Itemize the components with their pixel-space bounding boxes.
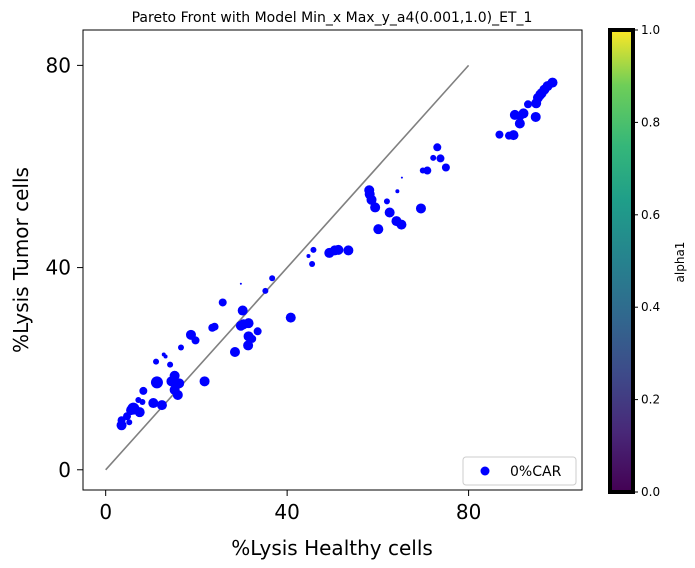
chart-title: Pareto Front with Model Min_x Max_y_a4(0… xyxy=(132,10,533,26)
y-tick-label: 80 xyxy=(46,53,71,77)
data-point xyxy=(239,282,242,285)
data-point xyxy=(167,361,174,368)
data-point xyxy=(123,412,132,421)
data-point xyxy=(514,118,525,129)
colorbar xyxy=(608,28,635,494)
data-point xyxy=(235,320,246,331)
x-tick-label: 0 xyxy=(99,500,112,524)
x-axis: 0 40 80 xyxy=(99,490,481,524)
legend-marker xyxy=(480,466,490,476)
y-tick-label: 0 xyxy=(58,458,71,482)
data-point xyxy=(199,376,210,387)
data-point xyxy=(269,275,276,282)
legend-label: 0%CAR xyxy=(510,464,562,480)
data-point xyxy=(530,111,541,122)
data-point xyxy=(436,154,445,163)
data-point xyxy=(415,203,426,214)
data-point xyxy=(373,224,384,235)
data-point xyxy=(430,154,437,161)
y-axis-label: %Lysis Tumor cells xyxy=(9,167,33,353)
colorbar-tick-label: 0.8 xyxy=(641,115,660,129)
data-point xyxy=(139,399,146,406)
data-point xyxy=(169,370,180,381)
x-tick-label: 80 xyxy=(456,500,481,524)
scatter-points xyxy=(116,77,558,431)
data-point xyxy=(253,327,262,336)
data-point xyxy=(384,207,395,218)
data-point xyxy=(508,130,519,141)
data-point xyxy=(169,384,180,395)
x-tick-label: 40 xyxy=(274,500,299,524)
y-tick-label: 40 xyxy=(46,256,71,280)
data-point xyxy=(433,143,442,152)
data-point xyxy=(210,322,219,331)
data-point xyxy=(177,344,184,351)
data-point xyxy=(333,244,344,255)
data-point xyxy=(262,287,269,294)
colorbar-label: alpha1 xyxy=(673,242,687,283)
legend-box xyxy=(462,456,577,486)
plot-area xyxy=(82,29,583,491)
colorbar-ticks: 0.0 0.2 0.4 0.6 0.8 1.0 xyxy=(633,23,660,499)
data-point xyxy=(518,108,529,119)
data-point xyxy=(441,163,450,172)
data-point xyxy=(139,386,148,395)
y-axis: 0 40 80 xyxy=(46,53,83,482)
colorbar-tick-label: 0.0 xyxy=(641,485,660,499)
data-point xyxy=(153,358,160,365)
data-point xyxy=(366,194,377,205)
data-point xyxy=(370,202,381,213)
colorbar-tick-label: 0.2 xyxy=(641,393,660,407)
data-point xyxy=(156,400,167,411)
data-point xyxy=(547,77,558,88)
data-point xyxy=(495,130,504,139)
data-point xyxy=(126,419,133,426)
colorbar-tick-label: 0.6 xyxy=(641,208,660,222)
data-point xyxy=(161,352,166,357)
data-point xyxy=(343,245,354,256)
data-point xyxy=(243,318,254,329)
data-point xyxy=(150,376,163,389)
data-point xyxy=(218,298,227,307)
data-point xyxy=(306,253,311,258)
data-point xyxy=(524,100,533,109)
data-point xyxy=(285,312,296,323)
data-point xyxy=(400,176,403,179)
data-point xyxy=(117,416,126,425)
data-point xyxy=(309,261,316,268)
data-point xyxy=(383,198,390,205)
data-point xyxy=(229,347,240,357)
data-point xyxy=(310,246,317,253)
colorbar-tick-label: 1.0 xyxy=(641,23,660,37)
data-point xyxy=(243,331,254,342)
data-point xyxy=(243,340,254,351)
data-point xyxy=(148,398,159,409)
data-point xyxy=(423,166,432,175)
data-point xyxy=(237,305,248,316)
reference-line xyxy=(105,64,470,471)
colorbar-tick-label: 0.4 xyxy=(641,300,660,314)
data-point xyxy=(364,185,375,196)
data-point xyxy=(134,407,145,418)
data-point xyxy=(395,189,400,194)
data-point xyxy=(396,219,407,230)
data-point xyxy=(191,336,200,345)
legend: 0%CAR xyxy=(462,456,577,486)
x-axis-label: %Lysis Healthy cells xyxy=(231,536,433,560)
